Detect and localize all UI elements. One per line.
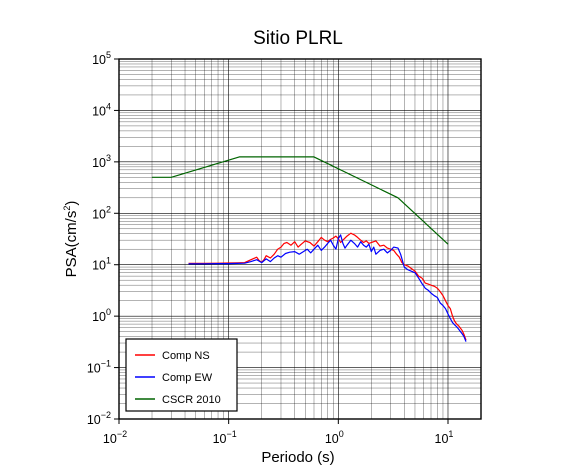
y-tick-label: 104 bbox=[92, 101, 111, 118]
tick-labels: 10−2 10−1 100 101 10−2 10−1 100 101 102 103 104 105 bbox=[87, 50, 454, 446]
y-tick-label: 101 bbox=[92, 256, 111, 273]
x-tick-label: 10−1 bbox=[213, 429, 237, 446]
x-tick-label: 100 bbox=[325, 429, 344, 446]
series-line-2 bbox=[152, 156, 449, 245]
y-axis-label-sup: 2 bbox=[62, 206, 72, 211]
legend: Comp NS Comp EW CSCR 2010 bbox=[125, 338, 238, 412]
series-line-1 bbox=[188, 234, 467, 342]
legend-entry: CSCR 2010 bbox=[162, 394, 221, 406]
grid bbox=[118, 59, 482, 420]
y-tick-label: 103 bbox=[92, 153, 111, 170]
series-line-0 bbox=[188, 232, 467, 341]
y-axis-label: PSA(cm/s2) bbox=[62, 201, 80, 278]
chart-title: Sitio PLRL bbox=[253, 28, 343, 49]
series-layer bbox=[152, 156, 467, 342]
plot-frame bbox=[118, 58, 482, 420]
x-tick-label: 101 bbox=[435, 429, 454, 446]
x-axis-label: Periodo (s) bbox=[261, 449, 334, 466]
y-axis-label-main: PSA(cm/s bbox=[63, 211, 80, 278]
y-tick-label: 100 bbox=[92, 307, 111, 324]
y-tick-label: 105 bbox=[92, 50, 111, 67]
y-tick-label: 10−1 bbox=[87, 359, 111, 376]
y-axis-label-tail: ) bbox=[63, 201, 80, 206]
y-tick-label: 10−2 bbox=[87, 410, 111, 427]
x-tick-label: 10−2 bbox=[103, 429, 127, 446]
legend-entry: Comp NS bbox=[162, 350, 210, 362]
y-tick-label: 102 bbox=[92, 204, 111, 221]
legend-entry: Comp EW bbox=[162, 372, 213, 384]
